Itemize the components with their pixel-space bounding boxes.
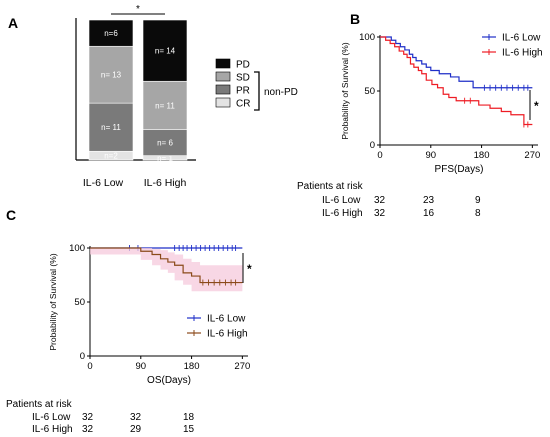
risk-value-b-low-0: 32	[374, 195, 386, 206]
xtick-label-b-270: 270	[524, 150, 540, 161]
legend-group-label: non-PD	[264, 87, 298, 98]
bar-sd-high	[142, 80, 188, 130]
category-label-low: IL-6 Low	[83, 177, 124, 189]
legend-label-sd: SD	[236, 73, 250, 84]
bar-pr-high	[142, 129, 188, 156]
ylabel-b: Probability of Survival (%)	[340, 42, 350, 139]
km-curve-c-high	[90, 247, 243, 284]
ytick-label-c-0: 0	[80, 351, 85, 362]
risk-title-c: Patients at risk	[6, 399, 72, 410]
legend-label-cr: CR	[236, 99, 250, 110]
xtick-label-b-0: 0	[377, 150, 382, 161]
km-curve-b-high	[380, 36, 533, 126]
panel-label-c: C	[6, 207, 16, 223]
bar-label-cr-low: n=2	[104, 152, 118, 161]
bar-label-sd-high: n= 11	[155, 101, 175, 110]
legend-swatch-sd	[215, 71, 231, 82]
significance-star-a: *	[136, 4, 140, 15]
significance-star-c: *	[247, 262, 252, 276]
panel-label-a: A	[8, 15, 18, 31]
legend-label-c-low: IL-6 Low	[207, 314, 246, 325]
bar-sd-low	[88, 45, 134, 104]
bar-label-sd-low: n= 13	[101, 71, 122, 80]
risk-label-c-low: IL-6 Low	[32, 412, 71, 423]
risk-value-b-low-1: 23	[423, 195, 435, 206]
legend-label-b-low: IL-6 Low	[502, 33, 541, 44]
risk-title-b: Patients at risk	[297, 181, 363, 192]
bar-label-pd-high: n= 14	[155, 47, 176, 56]
legend-swatch-cr	[215, 97, 231, 108]
ytick-label-c-50: 50	[74, 297, 85, 308]
risk-label-b-high: IL-6 High	[322, 208, 363, 219]
bar-pd-low	[88, 19, 134, 47]
panel-label-b: B	[350, 11, 360, 27]
legend-label-pr: PR	[236, 86, 250, 97]
legend-brace-non-pd	[254, 71, 260, 111]
bar-label-cr-high: n= 1	[157, 154, 173, 163]
xtick-label-c-270: 270	[234, 361, 250, 372]
risk-value-c-low-2: 18	[183, 412, 195, 423]
xlabel-b: PFS(Days)	[435, 164, 484, 175]
legend-swatch-pd	[215, 58, 231, 69]
xtick-label-c-90: 90	[135, 361, 146, 372]
xtick-label-b-180: 180	[474, 150, 490, 161]
risk-value-b-high-0: 32	[374, 208, 386, 219]
bar-pr-low	[88, 102, 134, 152]
km-curve-b-low	[380, 36, 533, 89]
risk-value-c-high-2: 15	[183, 424, 195, 435]
ytick-label-b-100: 100	[359, 32, 375, 43]
risk-label-c-high: IL-6 High	[32, 424, 73, 435]
legend-label-b-high: IL-6 High	[502, 48, 543, 59]
significance-star-b: *	[534, 99, 539, 113]
xtick-label-c-180: 180	[184, 361, 200, 372]
risk-value-b-high-1: 16	[423, 208, 435, 219]
bar-label-pr-low: n= 11	[101, 123, 121, 132]
xtick-label-b-90: 90	[425, 150, 436, 161]
ci-band-c-high	[90, 248, 243, 292]
ylabel-c: Probability of Survival (%)	[48, 253, 58, 350]
bar-label-pr-high: n= 6	[157, 139, 173, 148]
risk-value-c-low-0: 32	[82, 412, 94, 423]
xlabel-c: OS(Days)	[147, 375, 191, 386]
legend-swatch-pr	[215, 84, 231, 95]
xtick-label-c-0: 0	[87, 361, 92, 372]
risk-value-b-high-2: 8	[475, 208, 481, 219]
risk-value-b-low-2: 9	[475, 195, 481, 206]
risk-value-c-high-0: 32	[82, 424, 94, 435]
category-label-high: IL-6 High	[144, 177, 187, 189]
ytick-label-c-100: 100	[69, 243, 85, 254]
bar-label-pd-low: n=6	[104, 29, 118, 38]
ytick-label-b-50: 50	[364, 86, 375, 97]
risk-value-c-high-1: 29	[130, 424, 142, 435]
risk-value-c-low-1: 32	[130, 412, 142, 423]
legend-label-pd: PD	[236, 60, 250, 71]
bar-pd-high	[142, 19, 188, 82]
legend-label-c-high: IL-6 High	[207, 329, 248, 340]
ytick-label-b-0: 0	[370, 140, 375, 151]
risk-label-b-low: IL-6 Low	[322, 195, 361, 206]
